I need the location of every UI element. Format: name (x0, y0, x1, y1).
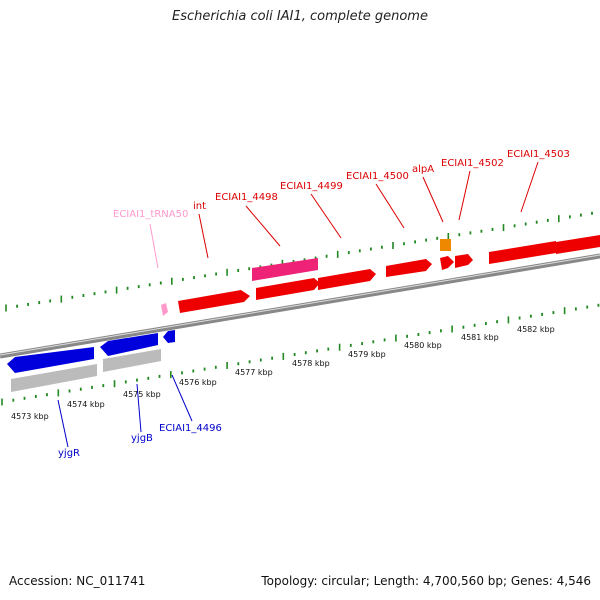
ruler-label: 4579 kbp (348, 350, 386, 359)
label-ecIAI1-4498: ECIAI1_4498 (215, 192, 278, 203)
gene-ecIAI1-4496[interactable] (163, 330, 175, 343)
connector-alpA (422, 176, 444, 223)
connector-ecIAI1-4496 (171, 374, 193, 422)
pseudogene-gray-1[interactable] (11, 364, 97, 392)
connector-ecIAI1-4502 (458, 170, 471, 221)
ruler-label: 4576 kbp (179, 378, 217, 387)
gene-int[interactable] (178, 290, 250, 313)
gene-ecIAI1-4502[interactable] (440, 256, 454, 270)
connector-ecIAI1-4498 (245, 205, 281, 247)
genome-backbone-highlight (0, 254, 600, 356)
trna-feature-ecIAI1-trna50[interactable] (161, 303, 168, 316)
connector-yjgR (57, 399, 69, 448)
gene-ecIAI1-4499[interactable] (256, 278, 320, 300)
gene-alpA[interactable] (386, 259, 432, 277)
ruler-label: 4575 kbp (123, 390, 161, 399)
gene-ecIAI1-4500[interactable] (318, 269, 376, 290)
ruler-label: 4580 kbp (404, 341, 442, 350)
misc-feature-orange[interactable] (440, 239, 451, 251)
connector-ecIAI1-4499 (310, 193, 342, 239)
connector-ecIAI1-4503 (520, 161, 539, 213)
connector-ecIAI1-4500 (375, 183, 405, 229)
lower-ruler-track (1, 303, 600, 406)
connector-int (198, 213, 209, 259)
label-ecIAI1-4499: ECIAI1_4499 (280, 181, 343, 192)
page-title: Escherichia coli IAI1, complete genome (172, 9, 428, 24)
label-yjgB: yjgB (131, 433, 153, 444)
genome-backbone (0, 253, 600, 359)
gene-ecIAI1-4504[interactable] (489, 241, 556, 264)
ruler-label: 4573 kbp (11, 412, 49, 421)
ruler-label: 4578 kbp (292, 359, 330, 368)
ruler-label: 4581 kbp (461, 333, 499, 342)
upper-dotted-track (5, 211, 593, 312)
connector-yjgB (136, 383, 142, 433)
gene-ecIAI1-4498[interactable] (252, 258, 318, 281)
ruler-label: 4574 kbp (67, 400, 105, 409)
label-int: int (193, 201, 206, 212)
label-trna50: ECIAI1_tRNA50 (113, 209, 188, 220)
ruler-label: 4582 kbp (517, 325, 555, 334)
pseudogene-gray-2[interactable] (103, 349, 161, 372)
accession-text: Accession: NC_011741 (9, 574, 146, 588)
ruler-label: 4577 kbp (235, 368, 273, 377)
gene-yjgR[interactable] (7, 347, 94, 373)
connector-trna50 (149, 223, 159, 269)
label-ecIAI1-4503: ECIAI1_4503 (507, 149, 570, 160)
gene-ecIAI1-4505[interactable] (556, 235, 600, 254)
gene-yjgB[interactable] (100, 333, 158, 356)
genome-summary: Topology: circular; Length: 4,700,560 bp… (261, 574, 591, 588)
label-ecIAI1-4496: ECIAI1_4496 (159, 423, 222, 434)
label-ecIAI1-4500: ECIAI1_4500 (346, 171, 409, 182)
label-alpA: alpA (412, 164, 434, 175)
label-ecIAI1-4502: ECIAI1_4502 (441, 158, 504, 169)
label-yjgR: yjgR (58, 448, 80, 459)
gene-ecIAI1-4503[interactable] (455, 254, 473, 268)
